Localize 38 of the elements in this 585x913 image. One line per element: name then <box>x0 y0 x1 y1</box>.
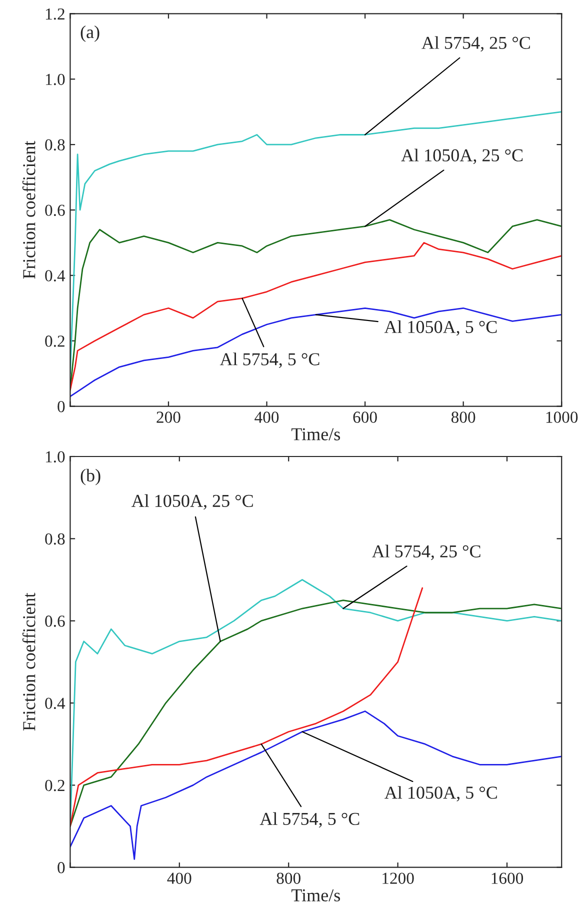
annotation: Al 1050A, 25 °C <box>131 494 253 510</box>
y-tick-label: 0.6 <box>45 616 65 627</box>
text: (b) <box>80 468 100 486</box>
annotation: Al 5754, 5 °C <box>260 812 360 828</box>
line-series <box>70 307 562 398</box>
y-tick-label: 1.0 <box>46 451 65 463</box>
annotation: Al 5754, 25 °C <box>372 544 480 560</box>
annotation: Al 5754, 5 °C <box>220 352 320 368</box>
y-tick-label: 0 <box>58 400 65 412</box>
x-tick-label: 400 <box>254 412 279 423</box>
y-tick-label: 0.4 <box>45 698 66 710</box>
y-tick-label: 0.6 <box>45 204 65 216</box>
y-tick-label: 0.8 <box>45 139 65 151</box>
x-axis-title: Time/s <box>291 889 340 902</box>
annotation: Al 5754, 25 °C <box>422 36 530 52</box>
x-tick-label: 1600 <box>492 872 524 884</box>
y-tick-label: 0.8 <box>45 533 65 545</box>
x-tick-label: 1000 <box>546 412 578 423</box>
x-tick-label: 800 <box>276 872 300 884</box>
x-tick-label: 600 <box>353 412 377 423</box>
y-axis-title: Friction coefficient <box>22 592 36 731</box>
annotation: Al 1050A, 5 °C <box>384 786 497 802</box>
x-tick-label: 1200 <box>382 872 414 884</box>
x-tick-label: 800 <box>451 412 476 423</box>
text: (a) <box>80 25 100 42</box>
y-axis-title: Friction coefficient <box>22 140 36 279</box>
y-tick-label: 0 <box>58 862 65 874</box>
y-tick-label: 0.4 <box>45 270 66 282</box>
x-tick-label: 400 <box>167 872 192 884</box>
line-series <box>70 710 562 860</box>
annotation: Al 1050A, 25 °C <box>401 148 523 164</box>
annotation: Al 1050A, 5 °C <box>384 320 497 336</box>
y-tick-label: 1.0 <box>46 74 65 86</box>
x-axis-title: Time/s <box>291 428 340 440</box>
x-tick-label: 200 <box>156 412 180 423</box>
y-tick-label: 0.2 <box>45 336 64 347</box>
y-tick-label: 1.2 <box>46 8 64 20</box>
y-tick-label: 0.2 <box>45 780 64 792</box>
